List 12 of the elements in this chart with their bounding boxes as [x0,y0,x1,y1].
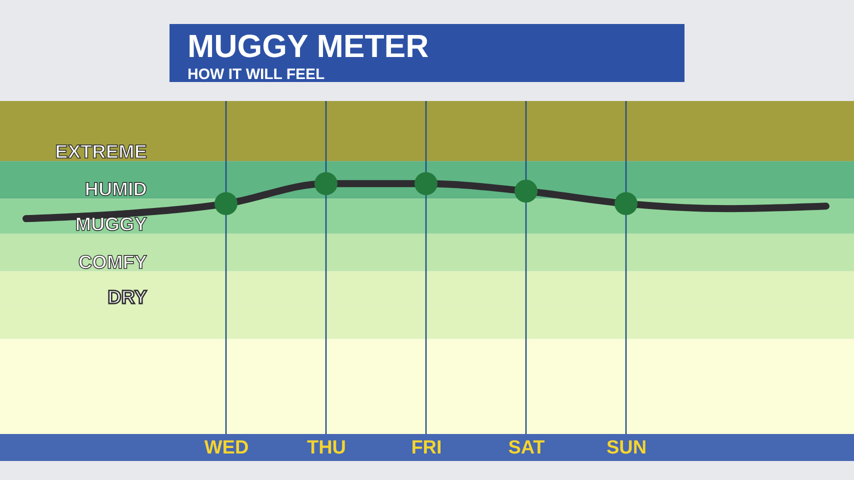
band-label: EXTREME [55,142,147,164]
band-label: DRY [108,287,148,308]
x-tick-label: THU [306,438,346,458]
x-tick-label: SUN [606,438,647,458]
band-label: COMFY [78,252,148,274]
x-tick-label: WED [204,438,249,458]
chart-title: MUGGY METER [188,28,429,64]
x-tick-label: SAT [508,438,546,458]
chart-subtitle: HOW IT WILL FEEL [188,66,325,83]
band-label: MUGGY [75,214,148,236]
band-label: HUMID [84,180,147,201]
x-tick-label: FRI [411,438,442,458]
